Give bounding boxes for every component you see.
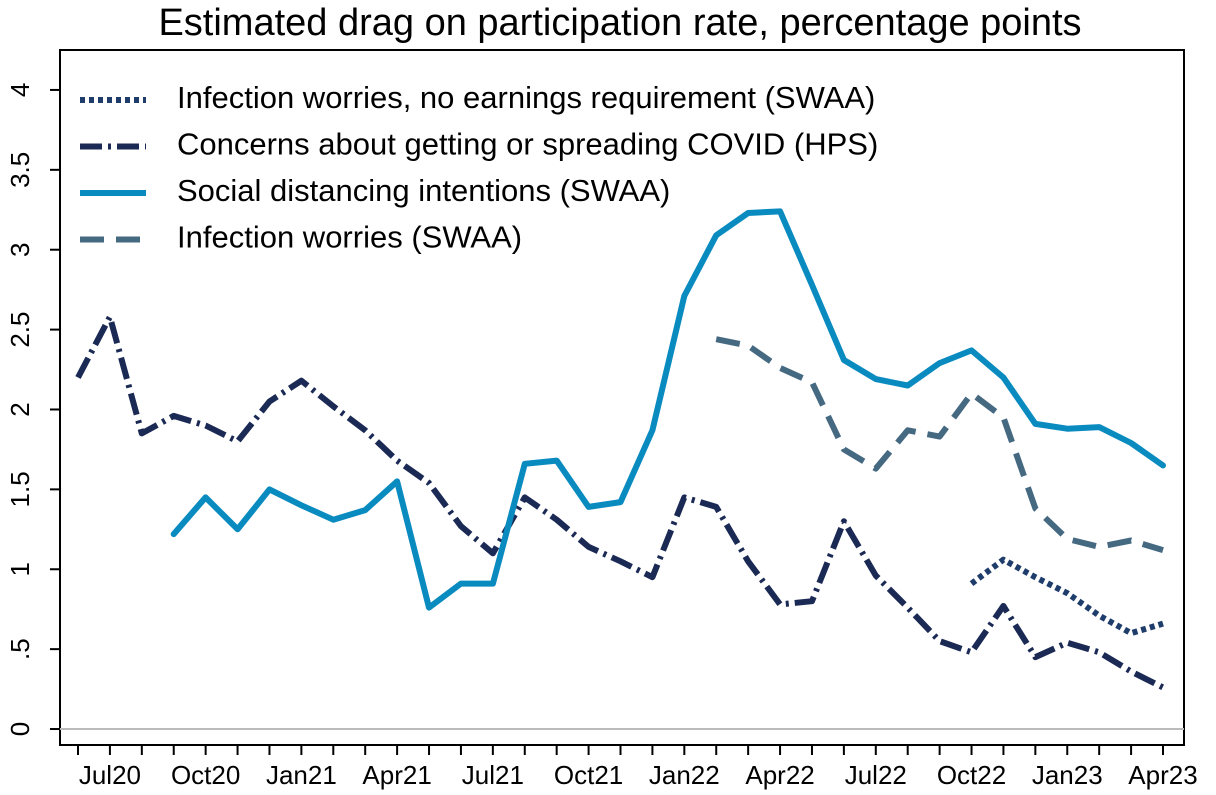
series-line — [75, 313, 1165, 691]
x-tick-label: Jul20 — [79, 760, 141, 790]
legend-label: Social distancing intentions (SWAA) — [177, 173, 670, 208]
x-tick-label: Oct22 — [937, 760, 1006, 790]
x-tick-label: Apr22 — [745, 760, 814, 790]
y-tick-label: .5 — [5, 638, 35, 660]
legend-label: Infection worries (SWAA) — [177, 220, 522, 255]
y-tick-label: 0 — [5, 722, 35, 736]
x-tick-label: Oct20 — [171, 760, 240, 790]
y-tick-label: 2 — [5, 402, 35, 416]
y-tick-label: 3.5 — [5, 152, 35, 188]
y-tick-label: 4 — [5, 83, 35, 97]
x-tick-label: Jan22 — [649, 760, 720, 790]
chart-title: Estimated drag on participation rate, pe… — [158, 2, 1081, 44]
plot-frame — [59, 49, 1185, 746]
x-tick-label: Jul22 — [845, 760, 907, 790]
series-line — [170, 208, 1166, 611]
x-tick-label: Apr23 — [1128, 760, 1197, 790]
y-tick-label: 1.5 — [5, 471, 35, 507]
series-line — [715, 336, 1164, 553]
y-tick-label: 1 — [5, 562, 35, 576]
y-tick-label: 3 — [5, 242, 35, 256]
x-tick-label: Apr21 — [362, 760, 431, 790]
legend-label: Infection worries, no earnings requireme… — [177, 80, 875, 115]
legend-label: Concerns about getting or spreading COVI… — [177, 127, 878, 162]
x-tick-label: Jan21 — [266, 760, 337, 790]
x-tick-label: Oct21 — [554, 760, 623, 790]
x-tick-label: Jul21 — [462, 760, 524, 790]
y-tick-label: 2.5 — [5, 312, 35, 348]
series-line — [969, 556, 1164, 637]
x-tick-label: Jan23 — [1032, 760, 1103, 790]
